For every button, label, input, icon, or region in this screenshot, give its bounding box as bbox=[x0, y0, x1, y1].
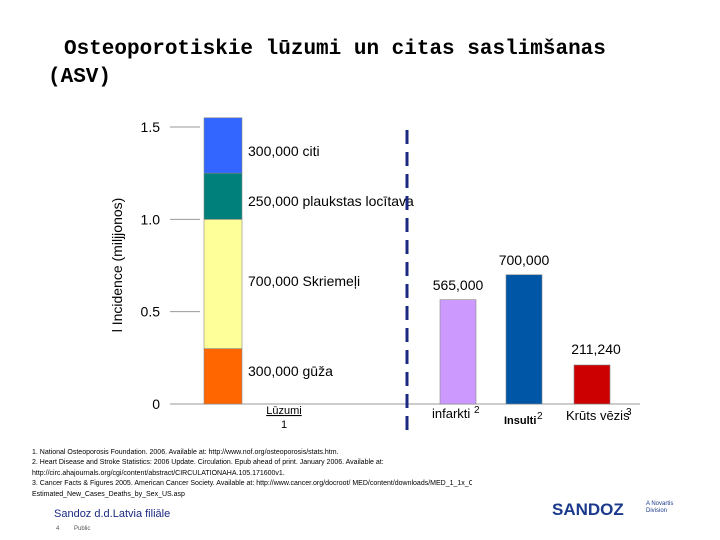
y-tick-label: 0 bbox=[152, 396, 160, 412]
stacked-segment-2 bbox=[203, 219, 243, 349]
bar-category-label-2: Insulti bbox=[504, 415, 536, 427]
segment-label-1: 300,000 gūža bbox=[248, 363, 333, 379]
title-line-2: (ASV) bbox=[48, 66, 112, 89]
incidence-chart: l Incidence (miljjonos) 0 0.5 1.0 1.5 300,000… bbox=[109, 117, 640, 438]
stacked-category-sup: 1 bbox=[281, 419, 287, 431]
title-line-1: Osteoporotiskie lūzumi un citas saslimša… bbox=[64, 38, 606, 61]
segment-label-3: 250,000 plaukstas locītava bbox=[248, 193, 414, 209]
bar-value-label-2: 700,000 bbox=[499, 252, 550, 268]
bar-2 bbox=[505, 274, 543, 405]
bar-category-label-1: infarkti bbox=[432, 406, 470, 421]
page-tag: Public bbox=[74, 526, 91, 532]
logo-subtitle-2: Division bbox=[646, 508, 668, 514]
bar-value-label-1: 565,000 bbox=[433, 277, 484, 293]
segment-label-2: 700,000 Skriemeļi bbox=[248, 273, 360, 289]
logo-subtitle-1: A Novartis bbox=[646, 501, 674, 507]
bar-3 bbox=[573, 364, 611, 405]
bar-category-sup-1: 2 bbox=[474, 405, 480, 416]
page-number: 4 bbox=[56, 526, 60, 532]
stacked-segment-1 bbox=[203, 348, 243, 405]
footnote-1: 1. National Osteoporosis Foundation. 200… bbox=[32, 449, 339, 456]
footnote-2: 2. Heart Disease and Stroke Statistics: … bbox=[32, 459, 384, 467]
bar-category-label-3: Krūts vēzis bbox=[566, 408, 630, 423]
footnote-3-url: Estimated_New_Cases_Deaths_by_Sex_US.asp bbox=[32, 490, 185, 498]
sandoz-logo: SANDOZ A Novartis Division bbox=[552, 500, 673, 520]
segment-label-4: 300,000 citi bbox=[248, 143, 320, 159]
footnotes: 1. National Osteoporosis Foundation. 200… bbox=[32, 448, 472, 500]
y-tick-label: 1.0 bbox=[141, 211, 161, 227]
bar-value-label-3: 211,240 bbox=[571, 341, 621, 357]
stacked-segment-3 bbox=[203, 172, 243, 220]
logo-word: SANDOZ bbox=[552, 500, 624, 519]
bar-1 bbox=[439, 299, 477, 405]
stacked-segment-4 bbox=[203, 117, 243, 174]
y-tick-label: 0.5 bbox=[141, 304, 161, 320]
logo-subtitle: A Novartis Division bbox=[646, 501, 673, 515]
slide-title: Osteoporotiskie lūzumi un citas saslimša… bbox=[48, 36, 688, 92]
bar-category-sup-3: 3 bbox=[626, 407, 632, 418]
footnote-3: 3. Cancer Facts & Figures 2005. American… bbox=[32, 480, 472, 488]
footnote-2-url: http://circ.ahajournals.org/cgi/content/… bbox=[32, 469, 285, 477]
stacked-category-label: Lūzumi bbox=[266, 405, 301, 417]
y-tick-label: 1.5 bbox=[141, 119, 161, 135]
bar-category-sup-2: 2 bbox=[537, 411, 543, 422]
company-name: Sandoz d.d.Latvia filiāle bbox=[54, 508, 171, 520]
y-axis-label: l Incidence (miljjonos) bbox=[109, 198, 125, 333]
